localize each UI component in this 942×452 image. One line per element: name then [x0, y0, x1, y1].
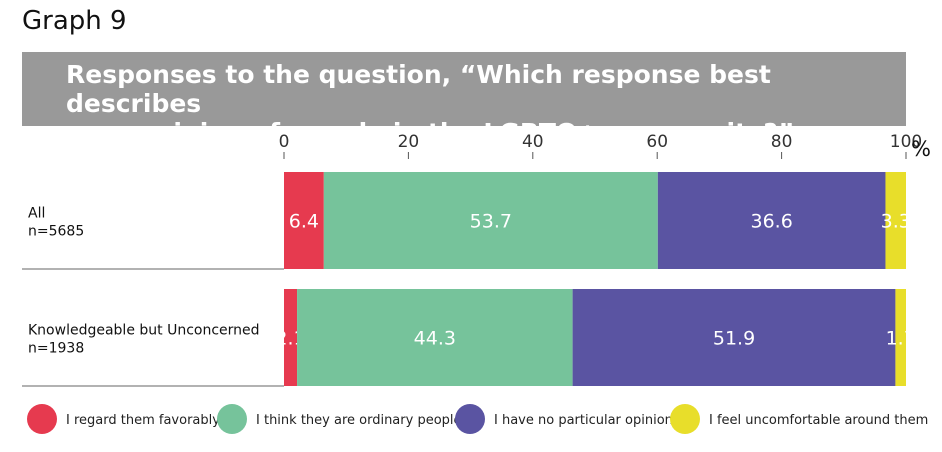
data-label: 53.7 — [470, 211, 512, 233]
chart-title-band: Responses to the question, “Which respon… — [22, 52, 906, 147]
legend-label: I have no particular opinion — [494, 413, 673, 428]
x-tick-label: 0 — [279, 132, 290, 152]
chart-title: Responses to the question, “Which respon… — [66, 60, 795, 147]
data-label: 36.6 — [750, 211, 792, 233]
bar-segment — [284, 289, 298, 386]
unit-label: % — [911, 137, 931, 161]
bar-segment — [284, 172, 324, 269]
data-label: 3.3 — [881, 211, 911, 233]
bar-segment — [323, 172, 658, 269]
row-label: All — [28, 206, 45, 222]
data-label: 51.9 — [713, 328, 755, 350]
x-tick-label: 80 — [771, 132, 793, 152]
legend-label: I think they are ordinary people — [256, 413, 462, 428]
graph-number: Graph 9 — [22, 6, 127, 36]
legend-label: I feel uncomfortable around them — [709, 413, 928, 428]
x-tick-label: 40 — [522, 132, 544, 152]
data-label: 44.3 — [414, 328, 456, 350]
x-tick-label: 60 — [646, 132, 668, 152]
legend-swatch — [455, 404, 485, 434]
legend-swatch — [670, 404, 700, 434]
bar-segment — [895, 289, 906, 386]
row-label: Knowledgeable but Unconcerned — [28, 323, 260, 339]
bar-segment — [657, 172, 886, 269]
bar-segment — [297, 289, 573, 386]
x-tick-label: 100 — [890, 132, 922, 152]
legend-label: I regard them favorably — [66, 413, 220, 428]
legend-swatch — [27, 404, 57, 434]
data-label: 1.7 — [886, 328, 916, 350]
legend-swatch — [217, 404, 247, 434]
row-n-label: n=1938 — [28, 341, 84, 357]
row-n-label: n=5685 — [28, 224, 84, 240]
data-label: 6.4 — [289, 211, 319, 233]
bar-segment — [885, 172, 906, 269]
bar-segment — [572, 289, 896, 386]
x-tick-label: 20 — [398, 132, 420, 152]
